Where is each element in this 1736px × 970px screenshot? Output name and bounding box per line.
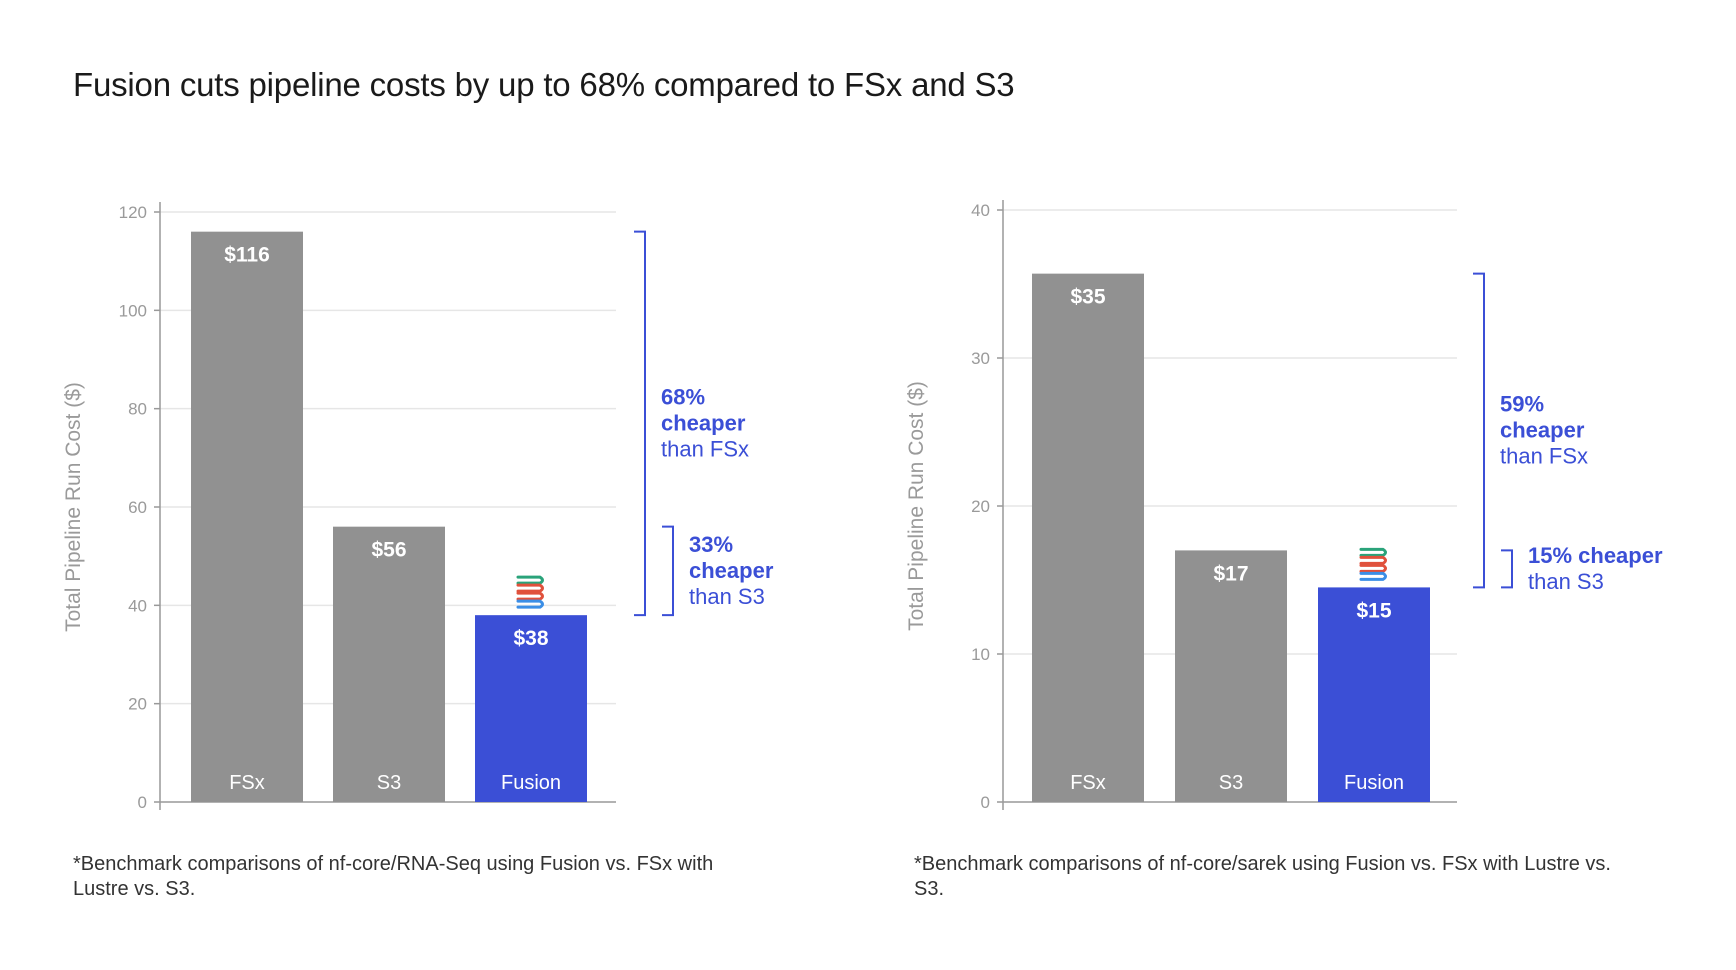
fusion-logo-stroke bbox=[516, 599, 544, 609]
page-title: Fusion cuts pipeline costs by up to 68% … bbox=[73, 66, 1015, 103]
fusion-logo-stroke bbox=[1359, 563, 1387, 573]
bar-fsx bbox=[191, 231, 303, 802]
bar-fusion bbox=[475, 615, 587, 802]
bar-value-label: $15 bbox=[1356, 599, 1391, 622]
chart-panel-2: 0 10 20 30 40 Total Pipeline Run Cost ($) $35 F… bbox=[905, 200, 1663, 812]
y-tick-label: 30 bbox=[971, 349, 990, 368]
annotation-bold-text: cheaper bbox=[1500, 418, 1585, 443]
annotation-bold-text: 33% bbox=[689, 532, 733, 557]
y-tick-label: 40 bbox=[128, 596, 147, 615]
chart-panel-1: 0 20 40 60 80 100 120 Total Pipeline Run Cost (… bbox=[62, 202, 774, 812]
y-tick-label: 100 bbox=[119, 301, 147, 320]
x-tick-label: Fusion bbox=[1344, 772, 1404, 794]
annotation-bracket bbox=[662, 525, 674, 617]
y-axis-label: Total Pipeline Run Cost ($) bbox=[62, 382, 85, 632]
fusion-logo-stroke bbox=[1359, 555, 1387, 565]
annotation-bold-text: cheaper bbox=[689, 558, 774, 583]
annotation-text: than FSx bbox=[1500, 444, 1588, 469]
fusion-logo-stroke bbox=[516, 591, 544, 601]
x-tick-label: FSx bbox=[229, 772, 265, 794]
annotation-bracket bbox=[1473, 272, 1485, 589]
y-tick-label: 20 bbox=[971, 497, 990, 516]
annotation-bold-text: cheaper bbox=[661, 410, 746, 435]
bar-value-label: $116 bbox=[224, 244, 270, 267]
x-tick-label: S3 bbox=[1219, 772, 1243, 794]
annotation-bracket bbox=[634, 230, 646, 617]
x-tick-label: S3 bbox=[377, 772, 401, 794]
y-tick-label: 20 bbox=[128, 695, 147, 714]
bar-fusion bbox=[1318, 587, 1430, 802]
bar-value-label: $38 bbox=[513, 627, 548, 650]
y-tick-label: 0 bbox=[138, 793, 147, 812]
x-tick-label: FSx bbox=[1070, 772, 1106, 794]
x-tick-label: Fusion bbox=[501, 772, 561, 794]
fusion-logo-icon bbox=[1359, 547, 1387, 581]
y-tick-label: 0 bbox=[981, 793, 990, 812]
y-tick-label: 60 bbox=[128, 498, 147, 517]
fusion-logo-icon bbox=[516, 575, 544, 609]
annotation-bold-text: 59% bbox=[1500, 392, 1544, 417]
annotation-bold-text: 15% cheaper bbox=[1528, 543, 1663, 568]
y-tick-label: 80 bbox=[128, 400, 147, 419]
y-tick-label: 10 bbox=[971, 645, 990, 664]
fusion-logo-stroke bbox=[516, 575, 544, 585]
fusion-logo-stroke bbox=[1359, 547, 1387, 557]
fusion-logo-stroke bbox=[1359, 571, 1387, 581]
bar-s3 bbox=[1175, 550, 1287, 802]
footnote-right: *Benchmark comparisons of nf-core/sarek … bbox=[914, 853, 1611, 900]
bar-s3 bbox=[333, 526, 445, 802]
annotation-bold-text: 68% bbox=[661, 384, 705, 409]
annotation-text: than S3 bbox=[1528, 569, 1604, 594]
y-tick-label: 40 bbox=[971, 201, 990, 220]
footnote-left: *Benchmark comparisons of nf-core/RNA-Se… bbox=[73, 853, 714, 900]
bar-value-label: $56 bbox=[371, 539, 406, 562]
annotation-text: than FSx bbox=[661, 436, 749, 461]
y-axis-label: Total Pipeline Run Cost ($) bbox=[905, 381, 928, 631]
annotation-bracket bbox=[1501, 549, 1513, 589]
fusion-logo-stroke bbox=[516, 583, 544, 593]
bar-value-label: $17 bbox=[1213, 562, 1248, 585]
bar-fsx bbox=[1032, 273, 1144, 802]
bar-value-label: $35 bbox=[1070, 286, 1105, 309]
y-tick-label: 120 bbox=[119, 203, 147, 222]
annotation-text: than S3 bbox=[689, 584, 765, 609]
